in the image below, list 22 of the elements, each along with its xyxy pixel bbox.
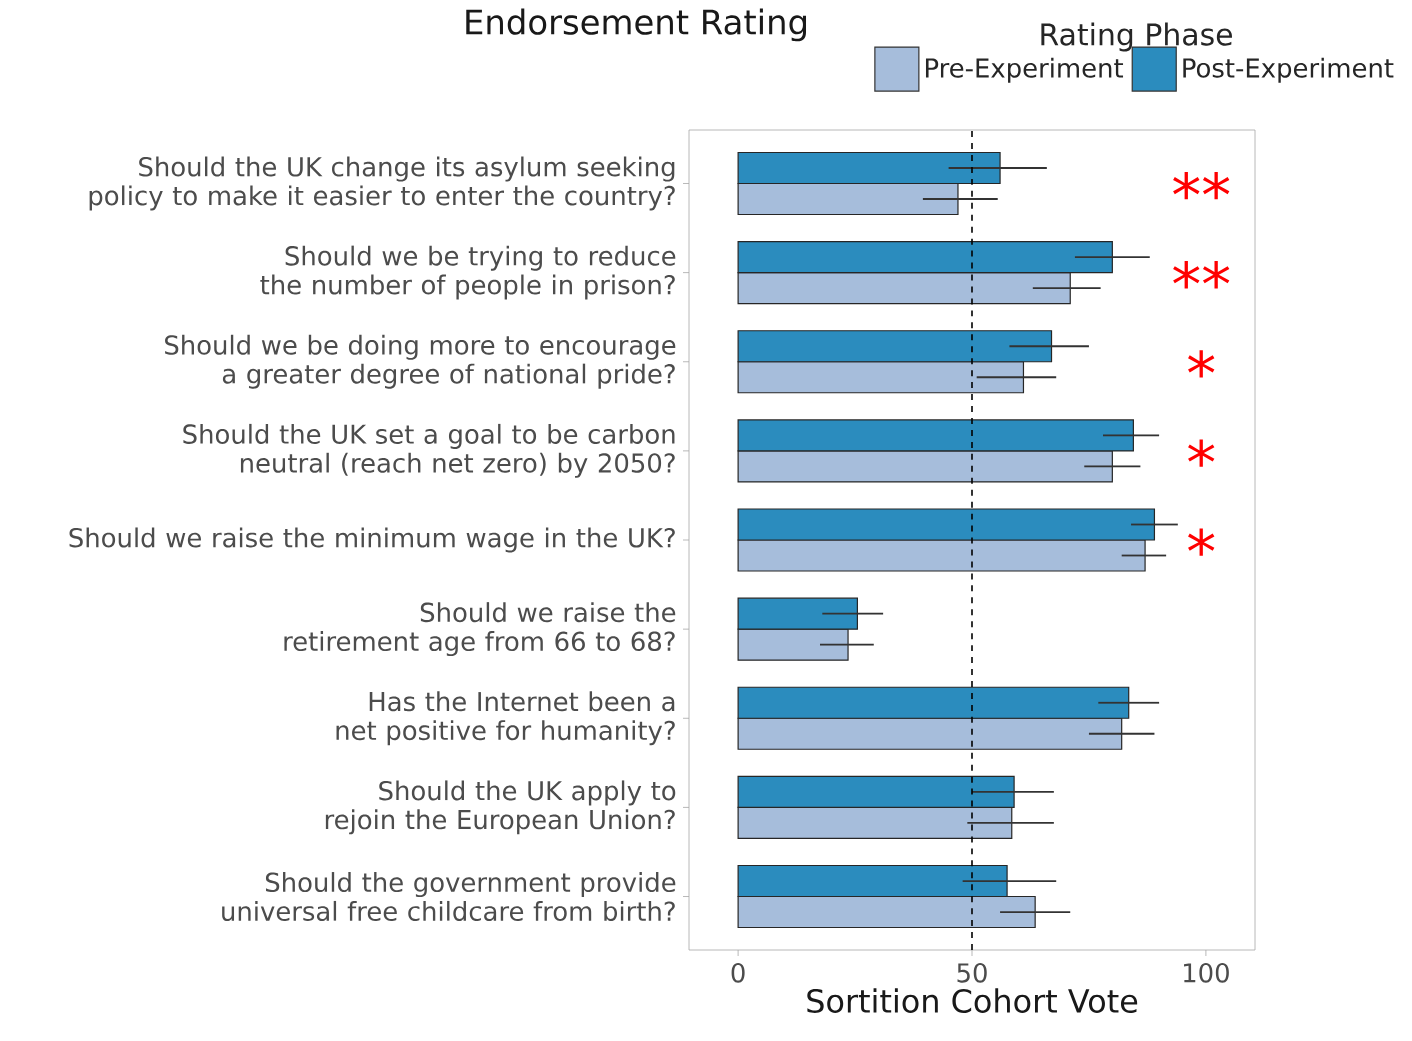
legend-title: Rating Phase: [1041, 22, 1232, 52]
y-tick-label: Should the government provide universal free childcare from birth?: [222, 872, 676, 921]
y-tick-label: Should the UK apply to rejoin the European Union?: [325, 780, 676, 835]
x-tick-label: 0: [731, 963, 745, 983]
annotation: *: [1188, 439, 1215, 467]
legend-label: Post-Experiment: [1183, 57, 1394, 83]
annotation: *: [1188, 528, 1215, 556]
y-tick-label: Should the UK change its asylum seeking policy to make it easier to enter the country?: [89, 156, 675, 211]
annotation: *: [1188, 350, 1215, 378]
x-tick-label: 50: [957, 963, 987, 983]
x-tick-label: 100: [1184, 963, 1229, 983]
x-axis-title: Sortition Cohort Vote: [807, 988, 1138, 1013]
y-tick-label: Has the Internet been a net positive for humanity?: [336, 691, 675, 746]
y-tick-label: Should we raise the minimum wage in the UK?: [69, 527, 675, 553]
annotation: **: [1173, 171, 1230, 200]
y-tick-label: Should we be trying to reduce the number of people in prison?: [260, 245, 676, 300]
y-tick-label: Should the UK set a goal to be carbon neutral (reach net zero) by 2050?: [183, 423, 675, 478]
legend-label: Pre-Experiment: [925, 57, 1124, 83]
chart-title: Endorsement Rating: [466, 8, 807, 42]
y-tick-label: Should we raise the retirement age from 66 to 68?: [284, 602, 676, 657]
annotation: **: [1173, 261, 1230, 289]
y-tick-label: Should we be doing more to encourage a greater degree of national pride?: [165, 334, 676, 389]
